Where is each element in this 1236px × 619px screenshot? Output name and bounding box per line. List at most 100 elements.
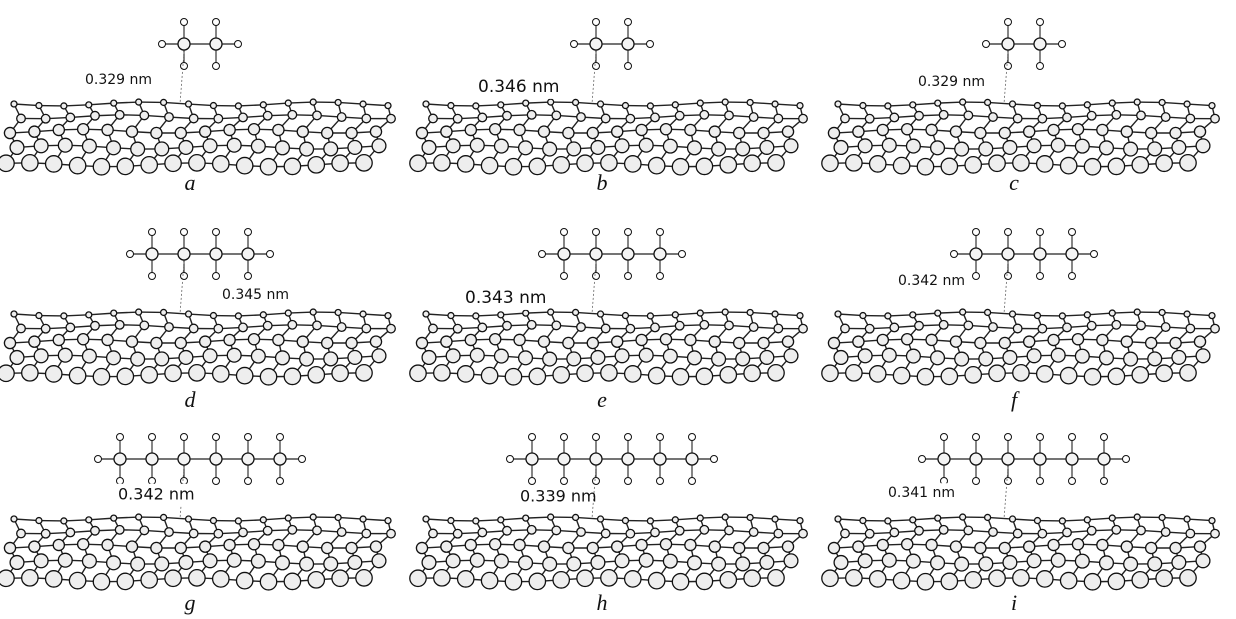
atom: [297, 126, 308, 137]
atom: [697, 100, 703, 106]
bond: [189, 314, 214, 316]
atom: [917, 574, 933, 590]
atom: [473, 518, 479, 524]
bond: [14, 519, 39, 521]
atom: [10, 351, 24, 365]
atom: [235, 313, 241, 319]
atom: [179, 141, 193, 155]
atom: [1172, 556, 1186, 570]
c-atom: [622, 38, 634, 50]
atom: [1037, 571, 1053, 587]
atom: [260, 159, 276, 175]
atom: [519, 556, 533, 570]
atom: [1156, 570, 1172, 586]
c-atom: [146, 453, 158, 465]
atom: [1170, 337, 1181, 348]
c-atom: [146, 248, 158, 260]
atom: [860, 313, 866, 319]
c-atom: [242, 248, 254, 260]
atom: [768, 155, 784, 171]
atom: [348, 351, 362, 365]
atom: [567, 557, 581, 571]
atom: [335, 309, 341, 315]
atom: [260, 369, 276, 385]
atom: [239, 323, 248, 332]
atom: [1132, 157, 1148, 173]
atom: [1211, 324, 1220, 333]
distance-label: 0.329 nm: [918, 74, 985, 90]
atom: [672, 574, 688, 590]
atom: [989, 570, 1005, 586]
atom: [313, 321, 322, 330]
h-atom: [1037, 273, 1044, 280]
atom: [93, 159, 109, 175]
atom: [774, 529, 783, 538]
h-atom: [1037, 478, 1044, 485]
c-atom: [590, 453, 602, 465]
atom: [697, 310, 703, 316]
atom: [736, 142, 750, 156]
distance-label: 0.346 nm: [478, 77, 559, 97]
atom: [165, 323, 174, 332]
c-atom: [1034, 248, 1046, 260]
atom: [141, 157, 157, 173]
bond: [1013, 519, 1038, 521]
atom: [910, 517, 916, 523]
atom: [774, 324, 783, 333]
h-atom: [149, 273, 156, 280]
bond: [1162, 102, 1187, 104]
atom: [734, 337, 745, 348]
bond: [775, 104, 800, 106]
h-atom: [593, 63, 600, 70]
atom: [151, 337, 162, 348]
atom: [902, 539, 913, 550]
atom: [423, 516, 429, 522]
atom: [1003, 351, 1017, 365]
atom: [117, 368, 133, 384]
atom: [772, 516, 778, 522]
atom: [111, 310, 117, 316]
atom: [648, 367, 664, 383]
h-atom: [657, 273, 664, 280]
atom: [78, 124, 89, 135]
c-atom: [622, 248, 634, 260]
atom: [263, 111, 272, 120]
h-atom: [711, 456, 718, 463]
atom: [61, 313, 67, 319]
atom: [563, 127, 574, 138]
atom: [1060, 367, 1076, 383]
atom: [553, 572, 569, 588]
atom: [885, 103, 891, 109]
atom: [941, 368, 957, 384]
h-atom: [1059, 41, 1066, 48]
h-atom: [149, 434, 156, 441]
bond: [888, 105, 913, 106]
atom: [941, 158, 957, 174]
atom: [1148, 142, 1162, 156]
atom: [448, 518, 454, 524]
atom: [385, 103, 391, 109]
atom: [337, 113, 346, 122]
atom: [214, 529, 223, 538]
panel-label: h: [597, 590, 608, 615]
h-atom: [951, 251, 958, 258]
atom: [458, 366, 474, 382]
atom: [117, 573, 133, 589]
atom: [490, 124, 501, 135]
atom: [979, 142, 993, 156]
atom: [601, 155, 617, 171]
h-atom: [181, 63, 188, 70]
atom: [1084, 159, 1100, 175]
h-atom: [181, 19, 188, 26]
bond: [189, 104, 214, 106]
atom: [1003, 556, 1017, 570]
bond: [501, 518, 526, 520]
figure: 0.329 nma0.346 nmb0.329 nmc0.345 nmd0.34…: [0, 0, 1236, 619]
bond: [114, 312, 139, 313]
atom: [567, 352, 581, 366]
h-atom: [983, 41, 990, 48]
h-atom: [213, 273, 220, 280]
atom: [828, 337, 839, 348]
atom: [1048, 539, 1059, 550]
atom: [498, 312, 504, 318]
